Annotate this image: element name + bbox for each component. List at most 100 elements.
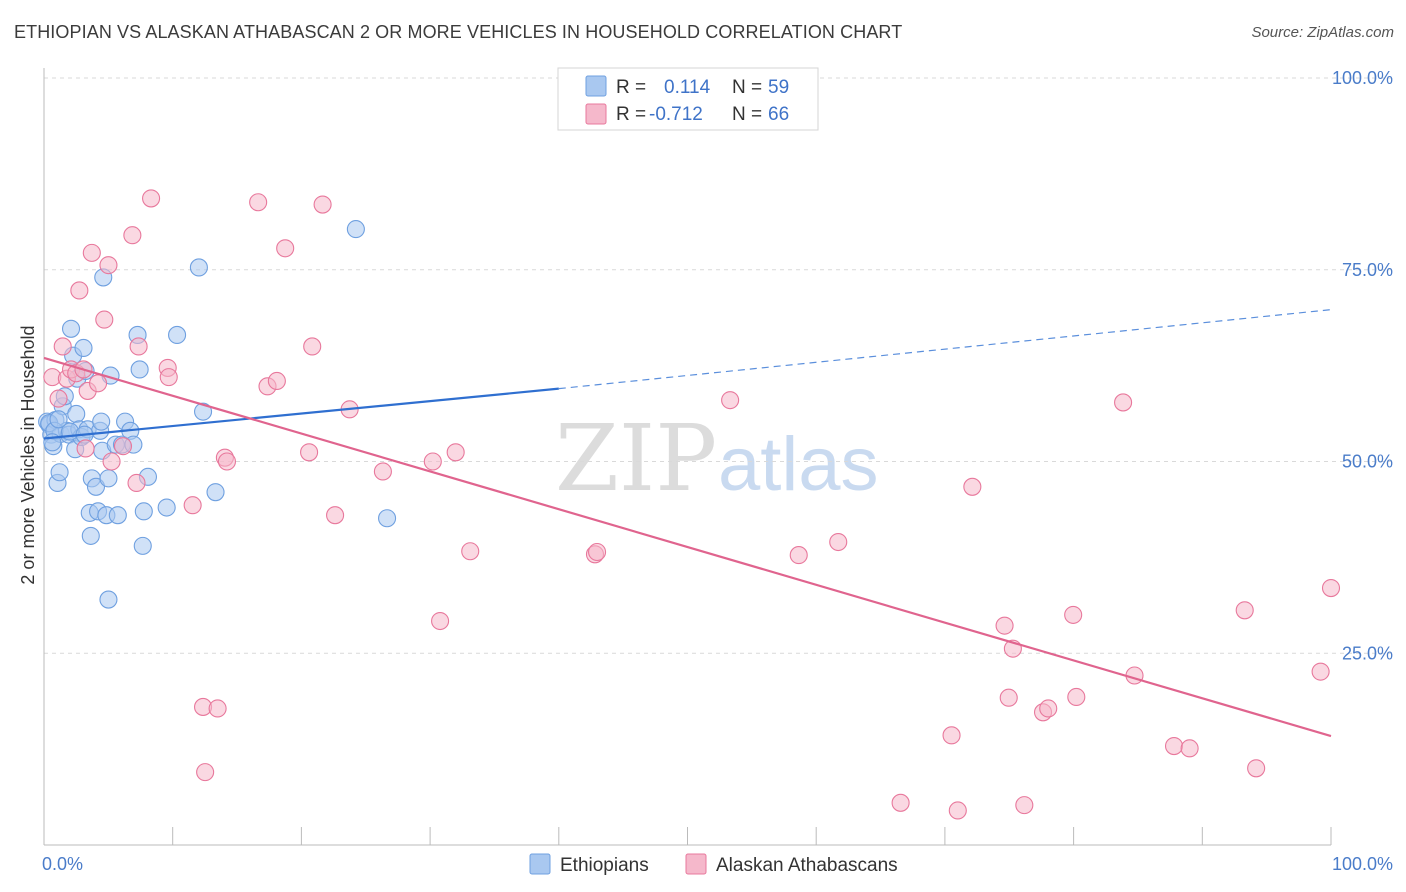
point-alaskan-athabascans [1247,759,1266,778]
legend-r-value-2: -0.712 [649,104,703,125]
point-alaskan-athabascans [1235,601,1254,620]
bottom-legend-swatch-alaskan-athabascans [685,853,707,875]
point-alaskan-athabascans [789,546,808,565]
point-ethiopians [168,325,187,344]
point-ethiopians [108,506,127,525]
point-alaskan-athabascans [123,226,142,245]
point-alaskan-athabascans [431,611,450,631]
legend-swatch-ethiopians [585,75,607,97]
bottom-legend-label-ethiopians: Ethiopians [560,855,649,876]
point-ethiopians [130,360,149,379]
point-ethiopians [67,404,86,423]
gridlines [44,77,1393,654]
legend-box: R = 0.114 N = 59 R = -0.712 N = 66 [557,67,819,131]
y-tick-label: 25.0% [1342,643,1393,663]
point-alaskan-athabascans [102,452,121,471]
point-alaskan-athabascans [267,371,286,391]
point-alaskan-athabascans [217,452,237,471]
bottom-legend-swatch-ethiopians [529,853,551,875]
point-alaskan-athabascans [1039,699,1058,718]
legend-n-label-1: N = [732,77,762,98]
point-alaskan-athabascans [891,793,910,812]
legend-r-value-1: 0.114 [664,77,711,98]
point-alaskan-athabascans [127,473,146,493]
point-alaskan-athabascans [183,496,202,515]
point-alaskan-athabascans [1064,605,1083,624]
point-ethiopians [378,509,397,528]
chart-title: ETHIOPIAN VS ALASKAN ATHABASCAN 2 OR MOR… [14,22,903,42]
series-ethiopians [38,220,397,609]
x-tick-label: 0.0% [42,854,83,874]
x-ticks [43,827,1332,845]
legend-n-label-2: N = [732,104,762,125]
point-ethiopians [61,319,81,338]
point-alaskan-athabascans [159,368,178,387]
point-alaskan-athabascans [995,616,1014,635]
point-alaskan-athabascans [249,193,268,212]
point-alaskan-athabascans [963,477,982,496]
legend-n-value-2: 66 [768,104,789,125]
point-ethiopians [157,498,176,517]
trend-line-ethiopians-extension [558,309,1332,390]
point-ethiopians [189,258,208,277]
point-alaskan-athabascans [721,391,740,410]
point-alaskan-athabascans [82,243,101,262]
point-alaskan-athabascans [588,542,607,562]
point-alaskan-athabascans [1311,662,1330,681]
point-alaskan-athabascans [70,281,89,300]
point-ethiopians [92,412,111,431]
y-tick-labels: 25.0% 50.0% 75.0% 100.0% [1332,68,1393,663]
point-ethiopians [133,536,152,555]
point-alaskan-athabascans [196,763,215,782]
legend-swatch-alaskan-athabascans [585,103,607,125]
x-tick-label: 100.0% [1332,854,1393,874]
bottom-legend-label-alaskan-athabascans: Alaskan Athabascans [716,855,898,876]
watermark-zip: ZIP [555,405,717,512]
point-ethiopians [194,402,213,421]
point-alaskan-athabascans [303,337,322,356]
point-alaskan-athabascans [49,389,68,408]
watermark-atlas: atlas [718,422,879,507]
point-alaskan-athabascans [373,462,392,481]
point-alaskan-athabascans [461,542,480,561]
point-ethiopians [74,338,93,358]
point-ethiopians [99,590,118,609]
point-ethiopians [50,463,69,482]
point-ethiopians [86,477,106,496]
point-alaskan-athabascans [1321,579,1341,598]
point-alaskan-athabascans [208,699,227,718]
point-ethiopians [346,220,365,239]
point-alaskan-athabascans [99,256,118,275]
point-ethiopians [134,502,153,521]
point-alaskan-athabascans [446,443,465,462]
source-label: Source: ZipAtlas.com [1251,24,1394,41]
point-ethiopians [49,410,68,429]
point-alaskan-athabascans [1067,687,1086,707]
point-ethiopians [99,469,118,488]
legend-r-label-1: R = [616,77,646,98]
point-alaskan-athabascans [423,452,442,471]
point-alaskan-athabascans [326,506,345,525]
point-alaskan-athabascans [76,439,95,458]
legend-r-label-2: R = [616,104,646,125]
point-alaskan-athabascans [948,801,967,820]
point-alaskan-athabascans [313,195,332,214]
point-alaskan-athabascans [999,688,1018,707]
point-ethiopians [206,483,225,502]
point-alaskan-athabascans [300,443,319,462]
bottom-legend: Ethiopians Alaskan Athabascans [529,853,898,876]
y-tick-label: 75.0% [1342,260,1393,280]
point-alaskan-athabascans [53,337,72,356]
point-alaskan-athabascans [1164,737,1184,756]
point-alaskan-athabascans [142,189,161,208]
point-alaskan-athabascans [829,532,848,552]
legend-n-value-1: 59 [768,77,789,98]
point-alaskan-athabascans [1015,796,1034,815]
point-alaskan-athabascans [95,310,114,329]
point-ethiopians [81,526,100,545]
point-alaskan-athabascans [129,337,148,356]
point-alaskan-athabascans [1114,393,1133,412]
point-alaskan-athabascans [942,726,961,745]
trend-line-ethiopians [43,387,559,440]
